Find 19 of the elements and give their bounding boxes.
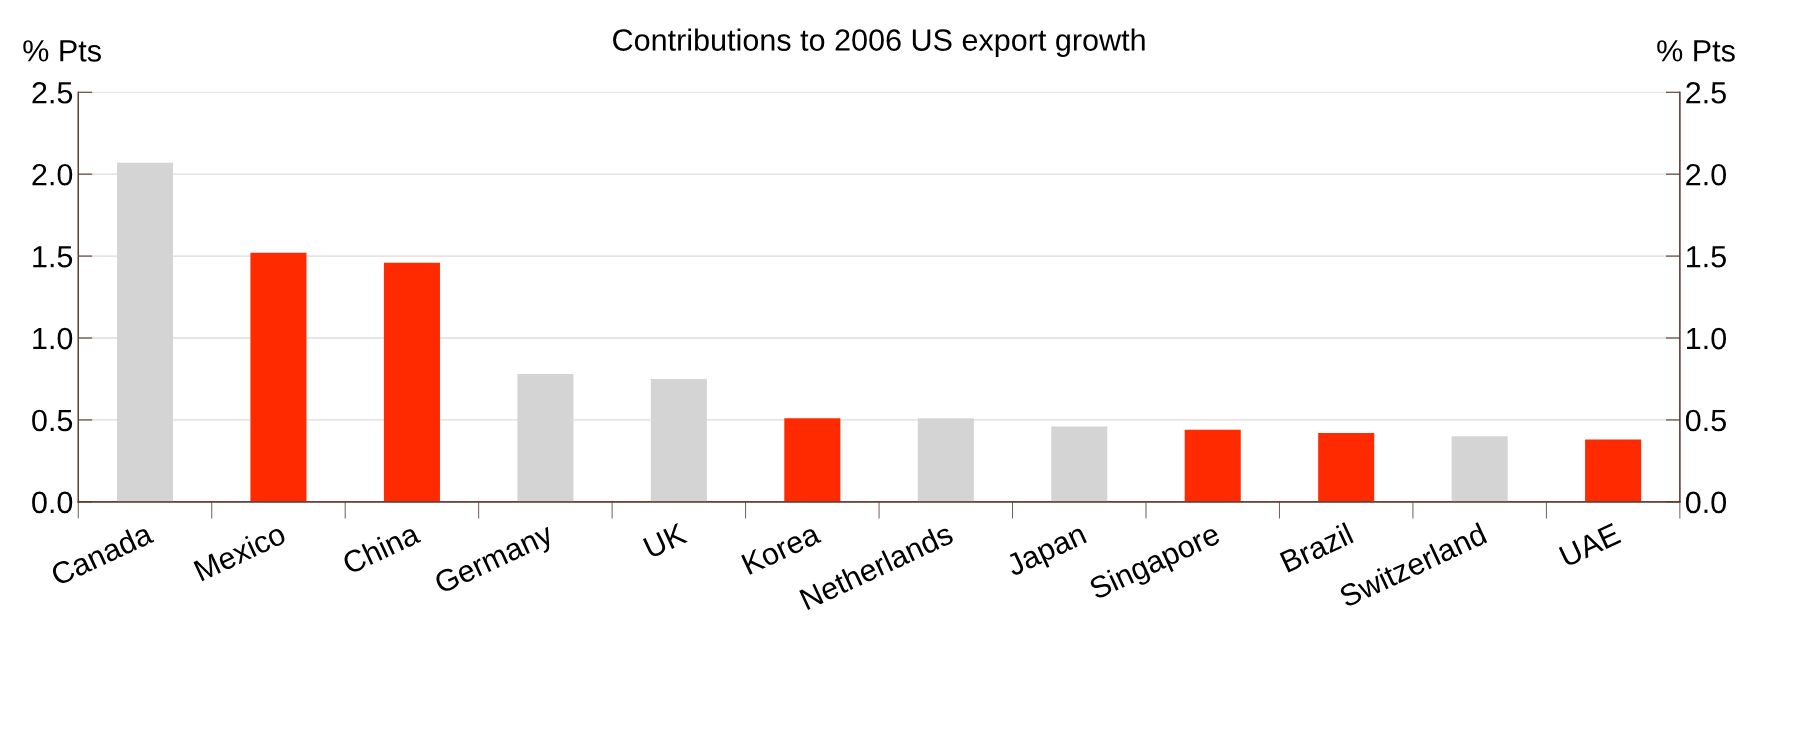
y2-tick-label: 2.0 — [1686, 163, 1726, 186]
x-tick-label: UAE — [1558, 522, 1622, 568]
y-tick-label: 1.5 — [33, 246, 73, 268]
y-tick-label: 1.0 — [33, 327, 73, 350]
y-tick-label: 0.0 — [32, 491, 73, 514]
x-tick-label: Japan — [1004, 523, 1090, 583]
y-tick-label: 0.5 — [32, 409, 73, 432]
y-axis-title: % Pts — [23, 40, 101, 62]
y2-axis-title: % Pts — [1657, 40, 1735, 62]
x-tick-label: China — [340, 521, 422, 575]
x-tick-label: UK — [643, 522, 689, 559]
y2-tick-label: 1.0 — [1687, 327, 1726, 350]
y2-tick-label: 1.5 — [1687, 246, 1726, 268]
y2-tick-label: 0.0 — [1685, 491, 1726, 514]
y-tick-label: 2.5 — [32, 81, 73, 104]
y2-tick-label: 2.5 — [1686, 81, 1726, 104]
chart-title: Contributions to 2006 US export growth — [613, 28, 1145, 57]
y2-tick-label: 0.5 — [1685, 409, 1726, 432]
y-tick-label: 2.0 — [32, 163, 73, 186]
